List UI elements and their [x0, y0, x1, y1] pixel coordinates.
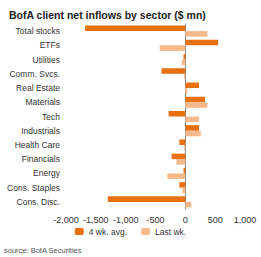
svg-text:Cons. Staples: Cons. Staples [7, 183, 60, 193]
svg-text:Financials: Financials [22, 154, 60, 164]
svg-text:Industrials: Industrials [21, 126, 60, 136]
svg-text:-1,500: -1,500 [83, 215, 109, 225]
svg-text:Last wk.: Last wk. [155, 227, 186, 237]
svg-text:Materials: Materials [26, 97, 60, 107]
svg-text:Utilities: Utilities [33, 55, 60, 65]
svg-text:source: BofA Securities: source: BofA Securities [4, 246, 82, 255]
svg-text:Comm. Svcs.: Comm. Svcs. [9, 69, 60, 79]
svg-text:Total stocks: Total stocks [16, 26, 60, 36]
svg-text:500: 500 [208, 215, 223, 225]
svg-text:0: 0 [183, 215, 188, 225]
svg-text:Health Care: Health Care [15, 140, 61, 150]
svg-text:-2,000: -2,000 [53, 215, 79, 225]
svg-text:ETFs: ETFs [40, 40, 60, 50]
svg-text:1,000: 1,000 [234, 215, 257, 225]
svg-text:4 wk. avg.: 4 wk. avg. [89, 227, 127, 237]
svg-text:-1,000: -1,000 [113, 215, 139, 225]
svg-text:Energy: Energy [33, 168, 61, 178]
svg-text:Cons. Disc.: Cons. Disc. [17, 197, 60, 207]
svg-text:BofA client net inflows by sec: BofA client net inflows by sector ($ mn) [9, 9, 206, 21]
svg-text:-500: -500 [146, 215, 164, 225]
svg-text:Real Estate: Real Estate [16, 83, 60, 93]
svg-text:Tech: Tech [42, 112, 60, 122]
